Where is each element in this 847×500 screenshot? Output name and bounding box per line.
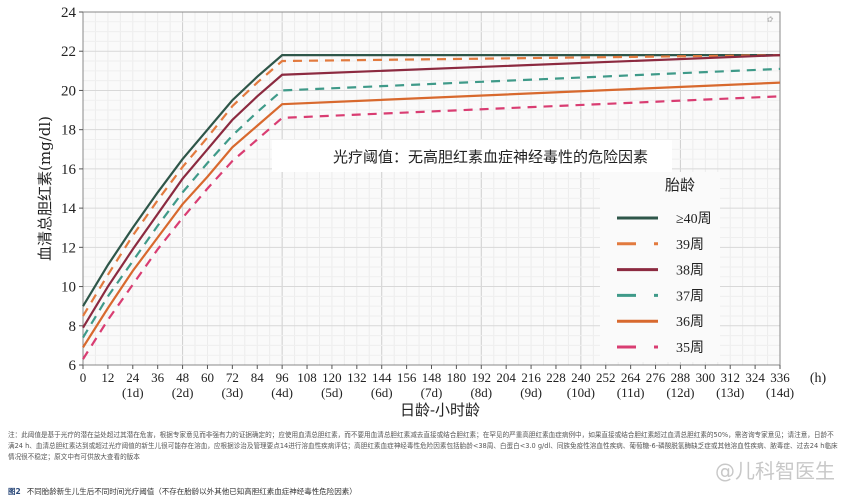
y-tick-label: 20 — [61, 83, 76, 99]
legend-label: 38周 — [676, 264, 704, 279]
x-tick-label: 148 — [422, 370, 442, 385]
x-tick-label: 336 — [770, 370, 790, 385]
series-line — [82, 95, 781, 360]
legend-label: 37周 — [676, 289, 704, 304]
x-tick-label: 108 — [297, 370, 317, 385]
x-tick-label: 84 — [251, 370, 265, 385]
figure-note: 注：此阈值是基于光疗的潜在益处超过其潜在危害，根据专家意见而非强有力的证据确定的… — [8, 431, 838, 461]
x-tick-label: 276 — [646, 370, 666, 385]
legend-label: 39周 — [676, 238, 704, 253]
y-tick-label: 18 — [61, 123, 76, 139]
title-background — [272, 140, 672, 172]
x-day-label: (8d) — [470, 385, 492, 400]
series-line — [82, 54, 781, 317]
x-tick-label: 180 — [447, 370, 467, 385]
x-tick-label: 12 — [101, 370, 114, 385]
x-tick-label: 72 — [226, 370, 239, 385]
y-axis-label: 血清总胆红素(mg/dl) — [36, 116, 54, 261]
x-unit-label: (h) — [810, 371, 827, 386]
legend-title: 胎龄 — [665, 176, 695, 194]
x-day-label: (5d) — [321, 385, 343, 400]
watermark: @儿科智医生 — [715, 459, 835, 483]
x-day-label: (11d) — [617, 385, 645, 400]
x-tick-label: 144 — [372, 370, 392, 385]
x-tick-label: 252 — [596, 370, 616, 385]
y-tick-label: 10 — [61, 280, 76, 296]
x-tick-label: 300 — [696, 370, 716, 385]
legend-label: 35周 — [676, 341, 704, 356]
x-tick-label: 264 — [621, 370, 641, 385]
x-tick-label: 48 — [176, 370, 189, 385]
x-day-label: (9d) — [520, 385, 542, 400]
x-day-label: (13d) — [716, 385, 744, 400]
series-line — [82, 67, 781, 339]
x-day-label: (4d) — [271, 385, 293, 400]
x-day-label: (10d) — [567, 385, 595, 400]
x-day-label: (1d) — [122, 385, 144, 400]
x-axis-label: 日龄-小时龄 — [400, 401, 480, 419]
x-tick-label: 156 — [397, 370, 417, 385]
x-tick-label: 36 — [151, 370, 165, 385]
x-tick-label: 312 — [720, 370, 740, 385]
x-tick-label: 228 — [546, 370, 566, 385]
y-tick-label: 24 — [61, 5, 77, 21]
x-tick-label: 288 — [671, 370, 691, 385]
x-tick-label: 0 — [80, 370, 87, 385]
series-line — [82, 54, 780, 307]
x-day-label: (7d) — [421, 385, 443, 400]
x-tick-label: 96 — [276, 370, 290, 385]
x-tick-label: 132 — [347, 370, 367, 385]
x-tick-label: 60 — [201, 370, 214, 385]
x-day-label: (2d) — [172, 385, 194, 400]
y-tick-label: 12 — [61, 240, 76, 256]
chart-title: 光疗阈值：无高胆红素血症神经毒性的危险因素 — [333, 148, 648, 166]
legend-box — [600, 172, 720, 362]
x-tick-label: 204 — [496, 370, 516, 385]
y-tick-label: 14 — [61, 201, 77, 217]
y-tick-label: 16 — [61, 162, 77, 178]
x-day-label: (6d) — [371, 385, 393, 400]
x-tick-label: 324 — [745, 370, 765, 385]
y-tick-label: 8 — [69, 319, 77, 335]
caption-label: 图2 — [8, 487, 21, 496]
caption-text: 不同胎龄新生儿生后不同时间光疗阈值（不存在胎龄以外其他已知高胆红素血症神经毒性危… — [26, 487, 357, 496]
x-day-label: (14d) — [766, 385, 794, 400]
x-tick-label: 216 — [521, 370, 541, 385]
legend-label: ≥40周 — [676, 212, 712, 227]
figure-caption: 图2 不同胎龄新生儿生后不同时间光疗阈值（不存在胎龄以外其他已知高胆红素血症神经毒… — [8, 486, 357, 497]
x-tick-label: 120 — [322, 370, 342, 385]
x-day-label: (3d) — [222, 385, 244, 400]
legend-label: 36周 — [676, 315, 704, 330]
logo-watermark: ✿ — [766, 15, 773, 24]
y-tick-label: 22 — [61, 44, 76, 60]
series-line — [82, 54, 781, 329]
y-tick-label: 6 — [69, 358, 77, 374]
x-tick-label: 240 — [571, 370, 591, 385]
series-line — [82, 81, 781, 348]
x-day-label: (12d) — [666, 385, 694, 400]
x-tick-label: 24 — [126, 370, 140, 385]
x-tick-label: 192 — [472, 370, 492, 385]
